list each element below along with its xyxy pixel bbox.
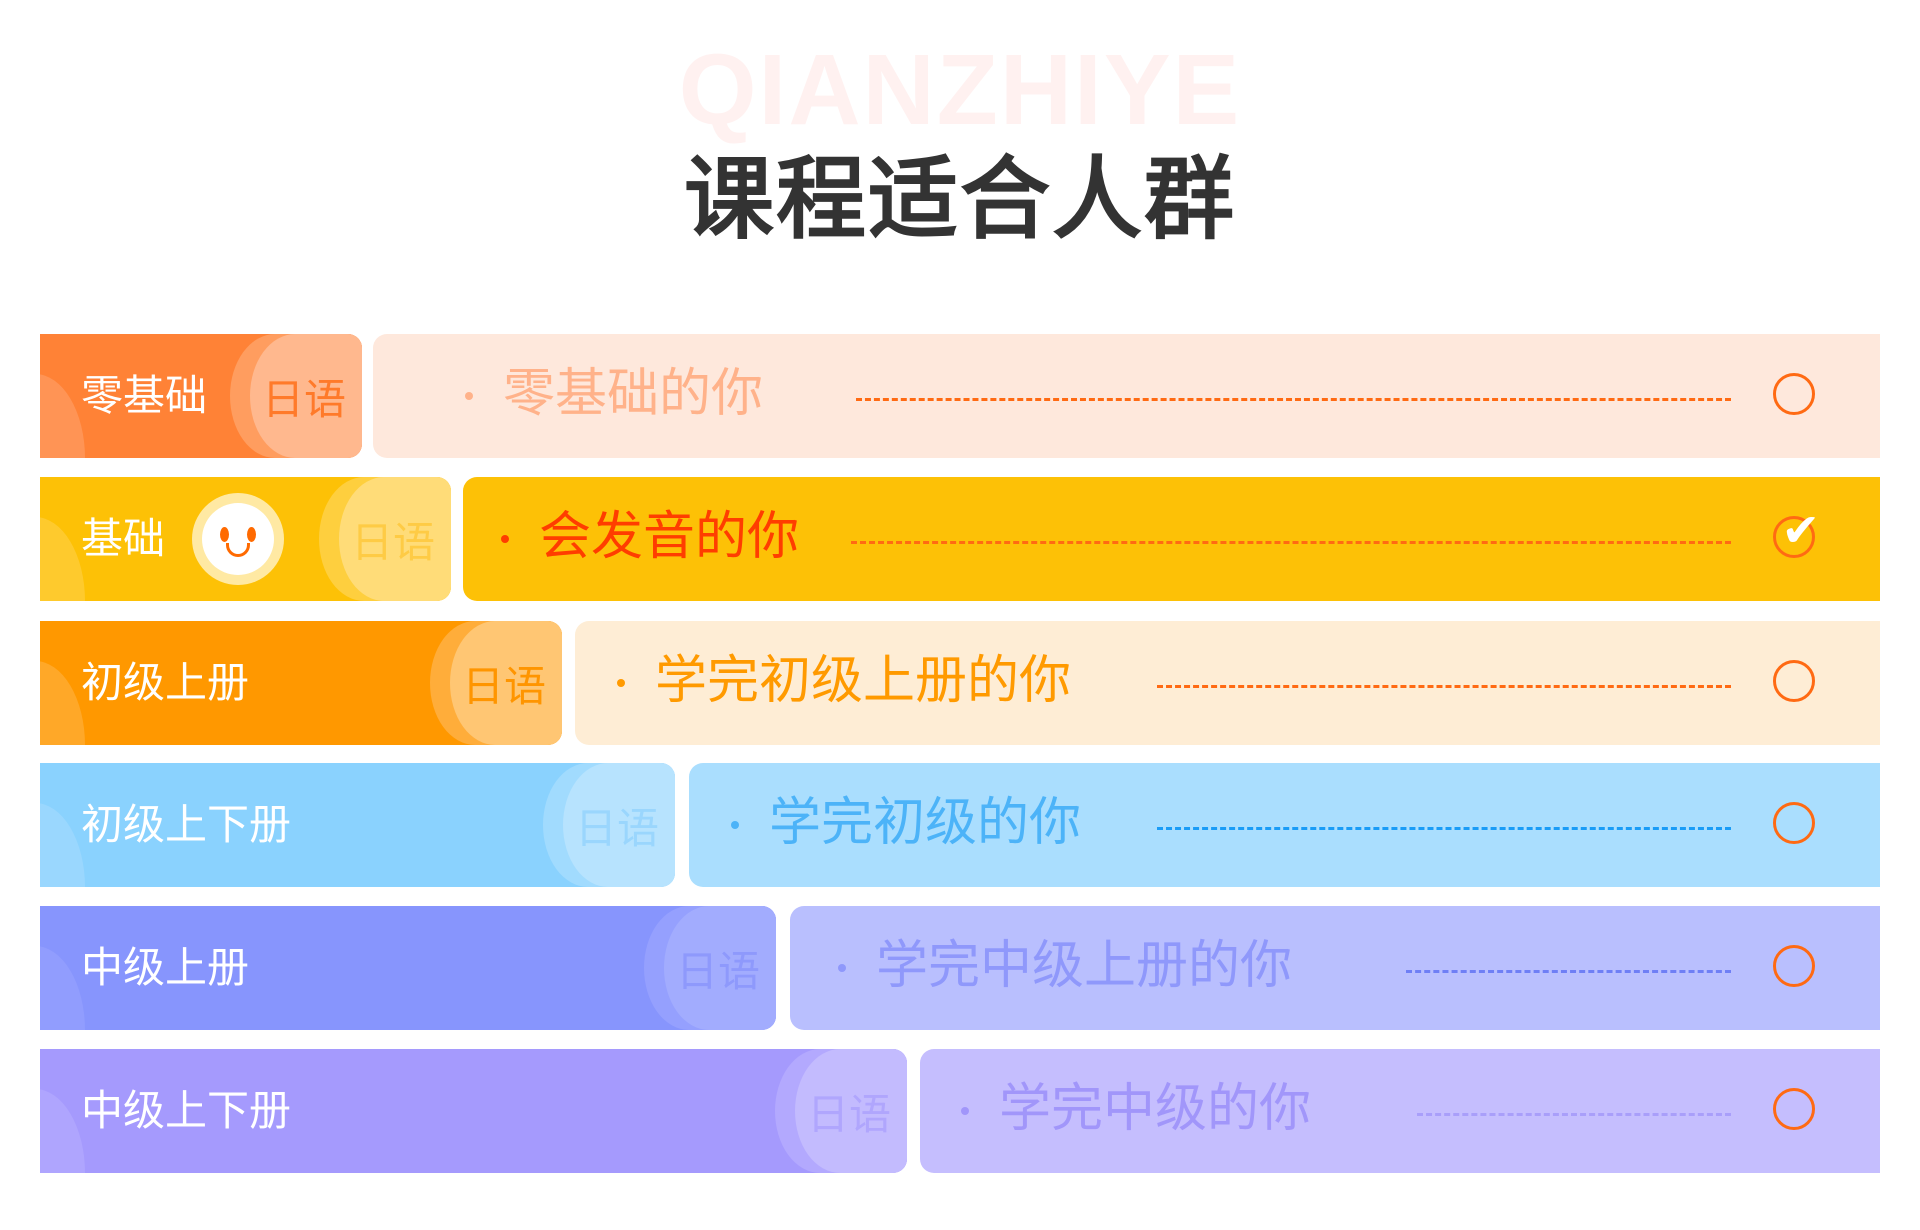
smiley-face-icon	[192, 493, 284, 585]
circle-radio-icon[interactable]	[1773, 373, 1815, 415]
language-tag: 日语	[806, 1090, 891, 1139]
level-label: 初级上册	[81, 658, 250, 707]
audience-text: 学完初级上册的你	[655, 651, 1072, 711]
dashed-leader	[1406, 970, 1731, 973]
bullet	[617, 679, 625, 687]
audience-text: 学完中级的你	[999, 1079, 1312, 1139]
circle-radio-icon[interactable]	[1773, 802, 1815, 844]
audience-text: 学完初级的你	[769, 793, 1082, 853]
audience-panel: 学完初级上册的你	[575, 621, 1880, 745]
bullet	[731, 821, 739, 829]
level-tab: 基础 日语	[40, 477, 451, 601]
level-label: 中级上下册	[81, 1086, 292, 1135]
decor-shape	[40, 374, 85, 458]
language-tag: 日语	[461, 662, 546, 711]
decor-shape	[40, 946, 85, 1030]
circle-radio-icon[interactable]	[1773, 945, 1815, 987]
level-tab: 初级上下册 日语	[40, 763, 675, 887]
tag-pill	[450, 621, 562, 745]
bullet	[465, 392, 473, 400]
decor-shape	[40, 517, 85, 601]
language-tag: 日语	[574, 804, 659, 853]
check-icon: ✔	[1781, 503, 1820, 557]
audience-row[interactable]: 初级上册 日语 学完初级上册的你	[40, 621, 1880, 745]
dashed-leader	[1157, 685, 1731, 688]
audience-panel: 学完中级上册的你	[790, 906, 1880, 1030]
level-label: 零基础	[81, 371, 208, 420]
check-circle-icon[interactable]	[1773, 516, 1815, 558]
language-tag: 日语	[350, 518, 435, 567]
language-tag: 日语	[261, 375, 346, 424]
audience-row[interactable]: 初级上下册 日语 学完初级的你	[40, 763, 1880, 887]
level-tab: 零基础 日语	[40, 334, 362, 458]
level-label: 初级上下册	[81, 800, 292, 849]
tag-pill	[795, 1049, 907, 1173]
level-tab: 初级上册 日语	[40, 621, 562, 745]
audience-panel: 零基础的你	[373, 334, 1880, 458]
dashed-leader	[851, 541, 1731, 544]
decor-shape	[40, 803, 85, 887]
watermark: QIANZHIYE	[678, 34, 1242, 146]
audience-panel: 学完初级的你	[689, 763, 1880, 887]
language-tag: 日语	[675, 947, 760, 996]
circle-radio-icon[interactable]	[1773, 1088, 1815, 1130]
level-tab: 中级上下册 日语	[40, 1049, 907, 1173]
dashed-leader	[1157, 827, 1731, 830]
audience-row[interactable]: 中级上下册 日语 学完中级的你	[40, 1049, 1880, 1173]
level-label: 基础	[81, 514, 166, 563]
audience-row[interactable]: 基础 日语 会发音的你 ✔	[40, 477, 1880, 601]
dashed-leader	[1417, 1113, 1731, 1116]
audience-panel: 会发音的你 ✔	[463, 477, 1880, 601]
page-title: 课程适合人群	[684, 147, 1236, 252]
tag-pill	[250, 334, 362, 458]
audience-text: 会发音的你	[539, 507, 800, 567]
level-label: 中级上册	[81, 943, 250, 992]
audience-row[interactable]: 中级上册 日语 学完中级上册的你	[40, 906, 1880, 1030]
bullet	[961, 1107, 969, 1115]
audience-row[interactable]: 零基础 日语 零基础的你	[40, 334, 1880, 458]
tag-pill	[664, 906, 776, 1030]
audience-text: 零基础的你	[503, 364, 764, 424]
bullet	[838, 964, 846, 972]
audience-panel: 学完中级的你	[920, 1049, 1880, 1173]
bullet	[501, 535, 509, 543]
decor-shape	[40, 661, 85, 745]
level-tab: 中级上册 日语	[40, 906, 776, 1030]
decor-shape	[40, 1089, 85, 1173]
dashed-leader	[856, 398, 1731, 401]
audience-text: 学完中级上册的你	[876, 936, 1293, 996]
tag-pill	[563, 763, 675, 887]
circle-radio-icon[interactable]	[1773, 660, 1815, 702]
tag-pill	[339, 477, 451, 601]
